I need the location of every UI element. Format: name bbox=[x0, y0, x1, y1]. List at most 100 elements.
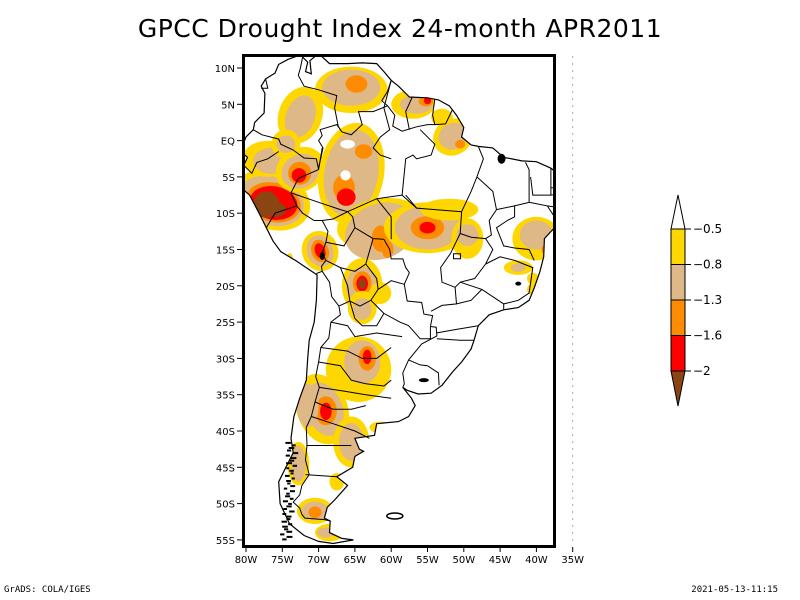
drought-area-exceptional-drought bbox=[358, 278, 366, 289]
drought-area-no-drought bbox=[340, 170, 351, 181]
political-border bbox=[319, 386, 392, 399]
drought-area-abnormally-dry bbox=[527, 272, 539, 285]
political-border bbox=[305, 474, 337, 478]
fjord-island bbox=[282, 525, 288, 528]
lake-titicaca bbox=[319, 252, 325, 261]
fjord-island bbox=[284, 528, 289, 531]
x-tick-label: 50W bbox=[452, 555, 475, 566]
drought-area-moderate-drought bbox=[284, 95, 316, 138]
fjord-island bbox=[292, 452, 299, 455]
y-tick-label: 40S bbox=[216, 427, 235, 438]
fjord-island bbox=[288, 523, 293, 526]
political-border bbox=[460, 256, 534, 305]
political-border bbox=[322, 211, 410, 273]
y-tick-label: EQ bbox=[221, 137, 235, 148]
political-border bbox=[476, 176, 498, 240]
drought-area-moderate-drought bbox=[296, 383, 319, 428]
y-tick-label: 30S bbox=[216, 354, 235, 365]
political-border bbox=[261, 78, 269, 89]
legend-arrow-top bbox=[670, 194, 686, 230]
political-border bbox=[456, 289, 483, 305]
fjord-island bbox=[287, 482, 291, 485]
fjord-island bbox=[285, 495, 291, 498]
political-border bbox=[550, 168, 554, 196]
political-border bbox=[318, 361, 392, 387]
drought-area-severe-drought bbox=[308, 506, 322, 519]
political-border bbox=[290, 192, 348, 213]
y-tick-label: 5S bbox=[222, 173, 235, 184]
political-border bbox=[495, 205, 535, 261]
y-tick-label: 10N bbox=[215, 64, 235, 75]
y-tick-label: 25S bbox=[216, 318, 235, 329]
political-border bbox=[376, 198, 392, 240]
fjord-island bbox=[282, 500, 289, 503]
lake bbox=[515, 281, 522, 286]
x-tick-label: 70W bbox=[307, 555, 330, 566]
drought-area-abnormally-dry bbox=[420, 198, 479, 221]
political-border bbox=[265, 205, 297, 228]
y-tick-label: 55S bbox=[216, 536, 235, 547]
fjord-island bbox=[286, 462, 292, 465]
political-border bbox=[253, 129, 320, 170]
drought-area-moderate-drought bbox=[276, 135, 296, 153]
political-border bbox=[372, 80, 392, 160]
drought-area-exceptional-drought bbox=[267, 202, 286, 217]
fjord-island bbox=[283, 508, 287, 510]
drought-area-extreme-drought bbox=[423, 97, 432, 105]
y-tick-label: 45S bbox=[216, 463, 235, 474]
drought-area-extreme-drought bbox=[336, 188, 356, 206]
y-tick-label: 5N bbox=[221, 100, 235, 111]
x-tick-label: 45W bbox=[489, 555, 512, 566]
drought-area-abnormally-dry bbox=[431, 108, 453, 127]
fjord-island bbox=[290, 485, 296, 488]
plot-frame bbox=[242, 54, 556, 548]
legend-arrow-bottom bbox=[670, 370, 686, 407]
drought-area-severe-drought bbox=[345, 75, 368, 93]
drought-area-severe-drought bbox=[381, 240, 394, 259]
legend-label: −1.3 bbox=[693, 293, 722, 307]
drought-area-moderate-drought bbox=[291, 445, 306, 482]
fjord-island bbox=[286, 515, 292, 518]
political-border bbox=[338, 272, 410, 307]
political-border bbox=[318, 147, 323, 170]
legend-label: −0.5 bbox=[693, 222, 722, 236]
political-border bbox=[314, 401, 366, 410]
fjord-island bbox=[286, 505, 292, 508]
legend-label: −2 bbox=[693, 364, 711, 378]
political-border bbox=[530, 176, 551, 196]
color-legend: −0.5 −0.8 −1.3 −1.6 −2 bbox=[670, 194, 722, 407]
fjord-island bbox=[280, 533, 285, 536]
fjord-island bbox=[292, 464, 298, 467]
fjord-island bbox=[285, 441, 291, 444]
lake bbox=[418, 378, 429, 383]
legend-swatch bbox=[670, 264, 686, 301]
reservoir bbox=[453, 253, 462, 260]
political-border bbox=[339, 267, 351, 302]
political-border bbox=[432, 99, 436, 125]
y-axis: 10N 5N EQ 5S 10S 15S 20S 25S 30S 35S 40S 45S 50S 55S bbox=[215, 64, 242, 547]
political-border bbox=[341, 105, 388, 136]
y-tick-label: 20S bbox=[216, 282, 235, 293]
y-tick-label: 15S bbox=[216, 246, 235, 257]
x-tick-label: 40W bbox=[525, 555, 548, 566]
fjord-island bbox=[289, 459, 295, 462]
legend-swatch bbox=[670, 299, 686, 336]
political-border bbox=[436, 325, 479, 334]
political-border bbox=[430, 211, 463, 312]
fjord-island bbox=[289, 510, 295, 513]
drought-area-moderate-drought bbox=[352, 298, 372, 320]
political-border bbox=[370, 284, 434, 340]
political-border bbox=[325, 238, 374, 272]
fjord-island bbox=[286, 535, 293, 538]
fjord-island bbox=[288, 502, 292, 505]
fjord-island bbox=[289, 469, 294, 472]
x-tick-label: 55W bbox=[416, 555, 439, 566]
political-border bbox=[454, 233, 494, 288]
fjord-island bbox=[291, 444, 296, 447]
political-border bbox=[320, 347, 392, 359]
coastline bbox=[244, 56, 554, 545]
legend-label: −0.8 bbox=[693, 258, 722, 272]
drought-area-moderate-drought bbox=[511, 263, 526, 272]
